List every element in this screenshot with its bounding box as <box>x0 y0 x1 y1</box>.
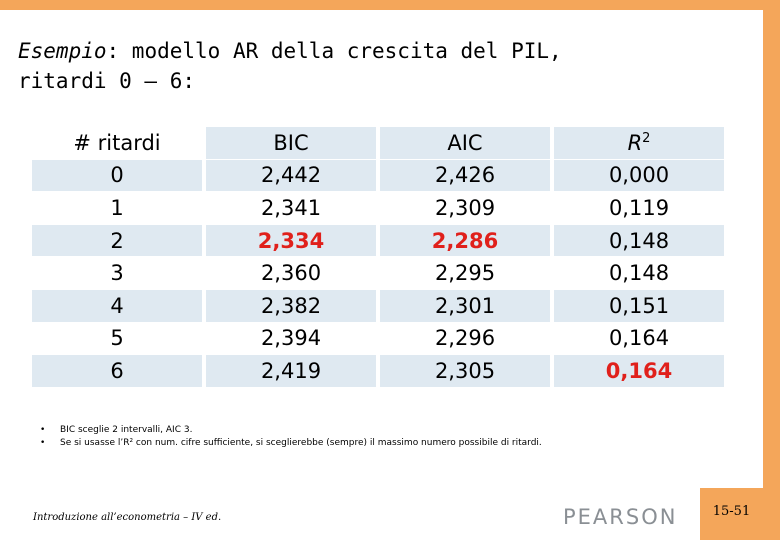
header-superscript: 2 <box>642 130 651 146</box>
table-row: 2 2,334 2,286 0,148 <box>32 224 724 257</box>
header-cell: BIC <box>206 127 376 159</box>
header-cell: R2 <box>554 127 724 159</box>
header-text: AIC <box>447 130 483 155</box>
table-cell: 2,382 <box>206 289 376 322</box>
right-band <box>763 0 780 540</box>
table-row: 5 2,394 2,296 0,164 <box>32 323 724 355</box>
table-cell: 3 <box>110 261 124 286</box>
table-cell: 0 <box>32 159 202 192</box>
results-table: # ritardi BIC AIC R2 0 2,442 2,426 0,000 1 2,341 2… <box>28 126 728 388</box>
table-cell: 1 <box>110 195 124 220</box>
table-cell: 5 <box>110 326 124 351</box>
top-band <box>0 0 780 10</box>
table-cell: 2 <box>32 224 202 257</box>
table-cell: 0,148 <box>608 261 670 286</box>
table-cell: 2,419 <box>206 355 376 387</box>
table-row: 1 2,341 2,309 0,119 <box>32 192 724 224</box>
bullet: Se si usasse l’R² con num. cifre suffici… <box>40 437 542 450</box>
publisher-logo: PEARSON <box>563 505 678 529</box>
page-number: 15-51 <box>700 488 763 540</box>
title-line2: ritardi 0 – 6: <box>18 69 196 93</box>
table-cell: 2,341 <box>260 195 322 220</box>
table-cell: 0,000 <box>554 159 724 192</box>
table-cell: 2,301 <box>380 289 550 322</box>
table-cell: 2,305 <box>380 355 550 387</box>
bullet: BIC sceglie 2 intervalli, AIC 3. <box>40 424 542 437</box>
table-cell: 2,442 <box>206 159 376 192</box>
table-cell: 0,164 <box>554 355 724 387</box>
header-text: R <box>627 130 643 155</box>
title: Esempio: modello AR della crescita del P… <box>18 36 562 96</box>
table-cell: 4 <box>32 289 202 322</box>
table-cell: 2,426 <box>380 159 550 192</box>
table-cell: 0,151 <box>554 289 724 322</box>
table-cell: 0,148 <box>554 224 724 257</box>
table-cell: 2,296 <box>434 326 496 351</box>
book-title: Introduzione all’econometria – IV ed. <box>33 512 222 523</box>
table-cell: 2,394 <box>260 326 322 351</box>
table-cell: 0,164 <box>608 326 670 351</box>
table-cell: 2,360 <box>260 261 322 286</box>
table-row: 0 2,442 2,426 0,000 <box>32 159 724 192</box>
table-cell: 2,295 <box>434 261 496 286</box>
table-cell: 2,286 <box>380 224 550 257</box>
table-row: 3 2,360 2,295 0,148 <box>32 257 724 289</box>
table-row: 6 2,419 2,305 0,164 <box>32 355 724 387</box>
bullet-list: BIC sceglie 2 intervalli, AIC 3.Se si us… <box>40 424 542 450</box>
header-cell: # ritardi <box>32 127 202 159</box>
header-cell: AIC <box>380 127 550 159</box>
header-text: # ritardi <box>73 130 161 155</box>
table-cell: 2,334 <box>206 224 376 257</box>
table-cell: 6 <box>32 355 202 387</box>
header-row: # ritardi BIC AIC R2 <box>32 127 724 159</box>
title-rest: : modello AR della crescita del PIL, <box>106 39 562 63</box>
table-cell: 2,309 <box>434 195 496 220</box>
title-emphasis: Esempio <box>18 39 107 63</box>
table-row: 4 2,382 2,301 0,151 <box>32 289 724 322</box>
header-text: BIC <box>273 130 309 155</box>
table-cell: 0,119 <box>608 195 670 220</box>
